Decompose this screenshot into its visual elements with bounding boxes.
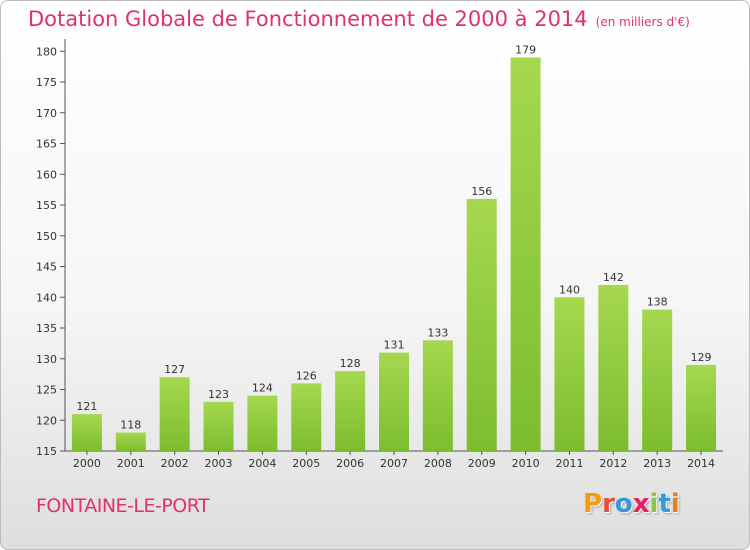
chart-bars: [71, 57, 717, 452]
chart-title: Dotation Globale de Fonctionnement de 20…: [28, 7, 690, 31]
bar-value-label: 138: [647, 296, 668, 309]
bar-2003: [203, 401, 234, 451]
chart-unit: (en milliers d'€): [595, 15, 690, 29]
logo-letter: i: [649, 489, 659, 519]
x-tick-label: 2006: [336, 457, 364, 470]
y-tick-label: 165: [36, 138, 57, 151]
bar-value-label: 121: [76, 400, 97, 413]
bar-value-label: 156: [471, 185, 492, 198]
bar-2013: [642, 309, 673, 451]
y-tick-label: 170: [36, 107, 57, 120]
bar-2006: [335, 371, 366, 451]
y-tick-label: 145: [36, 261, 57, 274]
bar-2000: [71, 414, 102, 451]
bar-2012: [598, 284, 629, 451]
bar-value-label: 129: [691, 351, 712, 364]
y-tick-label: 120: [36, 414, 57, 427]
logo-letter: r: [602, 489, 615, 519]
x-tick-label: 2001: [117, 457, 145, 470]
chart-labels: 121 118 127 123 124 126 128 131 133 156 179 140 142 1…: [76, 43, 711, 431]
x-tick-label: 2011: [555, 457, 583, 470]
bar-2010: [510, 57, 541, 452]
x-tick-label: 2008: [424, 457, 452, 470]
x-tick-label: 2004: [248, 457, 276, 470]
x-tick-label: 2000: [73, 457, 101, 470]
logo-letter: x: [632, 489, 650, 519]
bar-value-label: 140: [559, 283, 580, 296]
logo-letter: o: [614, 489, 633, 519]
bar-2007: [379, 352, 409, 451]
y-tick-label: 150: [36, 230, 57, 243]
x-tick-label: 2002: [161, 457, 189, 470]
x-tick-label: 2013: [643, 457, 671, 470]
bar-2009: [466, 198, 497, 451]
y-tick-label: 175: [36, 76, 57, 89]
bar-value-label: 126: [296, 369, 317, 382]
proxiti-logo: Proxiti: [583, 489, 680, 519]
bar-value-label: 118: [120, 419, 141, 432]
bar-2014: [686, 364, 717, 451]
bar-2002: [159, 377, 190, 451]
x-tick-label: 2009: [468, 457, 496, 470]
y-tick-label: 135: [36, 322, 57, 335]
bar-2004: [247, 395, 278, 451]
y-tick-label: 130: [36, 353, 57, 366]
bar-value-label: 179: [515, 43, 536, 56]
y-tick-label: 140: [36, 291, 57, 304]
bar-value-label: 142: [603, 271, 624, 284]
y-tick-label: 155: [36, 199, 57, 212]
bar-2001: [115, 432, 146, 451]
commune-name: FONTAINE-LE-PORT: [36, 495, 210, 517]
bar-value-label: 128: [340, 357, 361, 370]
bar-value-label: 124: [252, 382, 273, 395]
x-tick-label: 2014: [687, 457, 715, 470]
y-tick-label: 160: [36, 168, 57, 181]
x-tick-label: 2007: [380, 457, 408, 470]
bar-2011: [554, 297, 585, 451]
y-tick-label: 115: [36, 445, 57, 458]
chart-title-text: Dotation Globale de Fonctionnement de 20…: [28, 7, 588, 31]
bar-2005: [291, 383, 322, 451]
chart-axes: 115 120 125 130 135 140 145 150 155 160 165 170 175 1…: [36, 39, 723, 470]
y-tick-label: 180: [36, 45, 57, 58]
bar-value-label: 133: [427, 326, 448, 339]
bar-value-label: 131: [384, 339, 405, 352]
x-tick-label: 2012: [599, 457, 627, 470]
x-tick-label: 2010: [512, 457, 540, 470]
logo-letter: i: [670, 489, 680, 519]
bar-value-label: 127: [164, 363, 185, 376]
bar-2008: [422, 340, 453, 451]
logo-letter: t: [658, 489, 671, 519]
x-tick-label: 2005: [292, 457, 320, 470]
logo-letter: P: [583, 489, 603, 519]
x-tick-label: 2003: [205, 457, 233, 470]
bar-value-label: 123: [208, 388, 229, 401]
y-tick-label: 125: [36, 384, 57, 397]
